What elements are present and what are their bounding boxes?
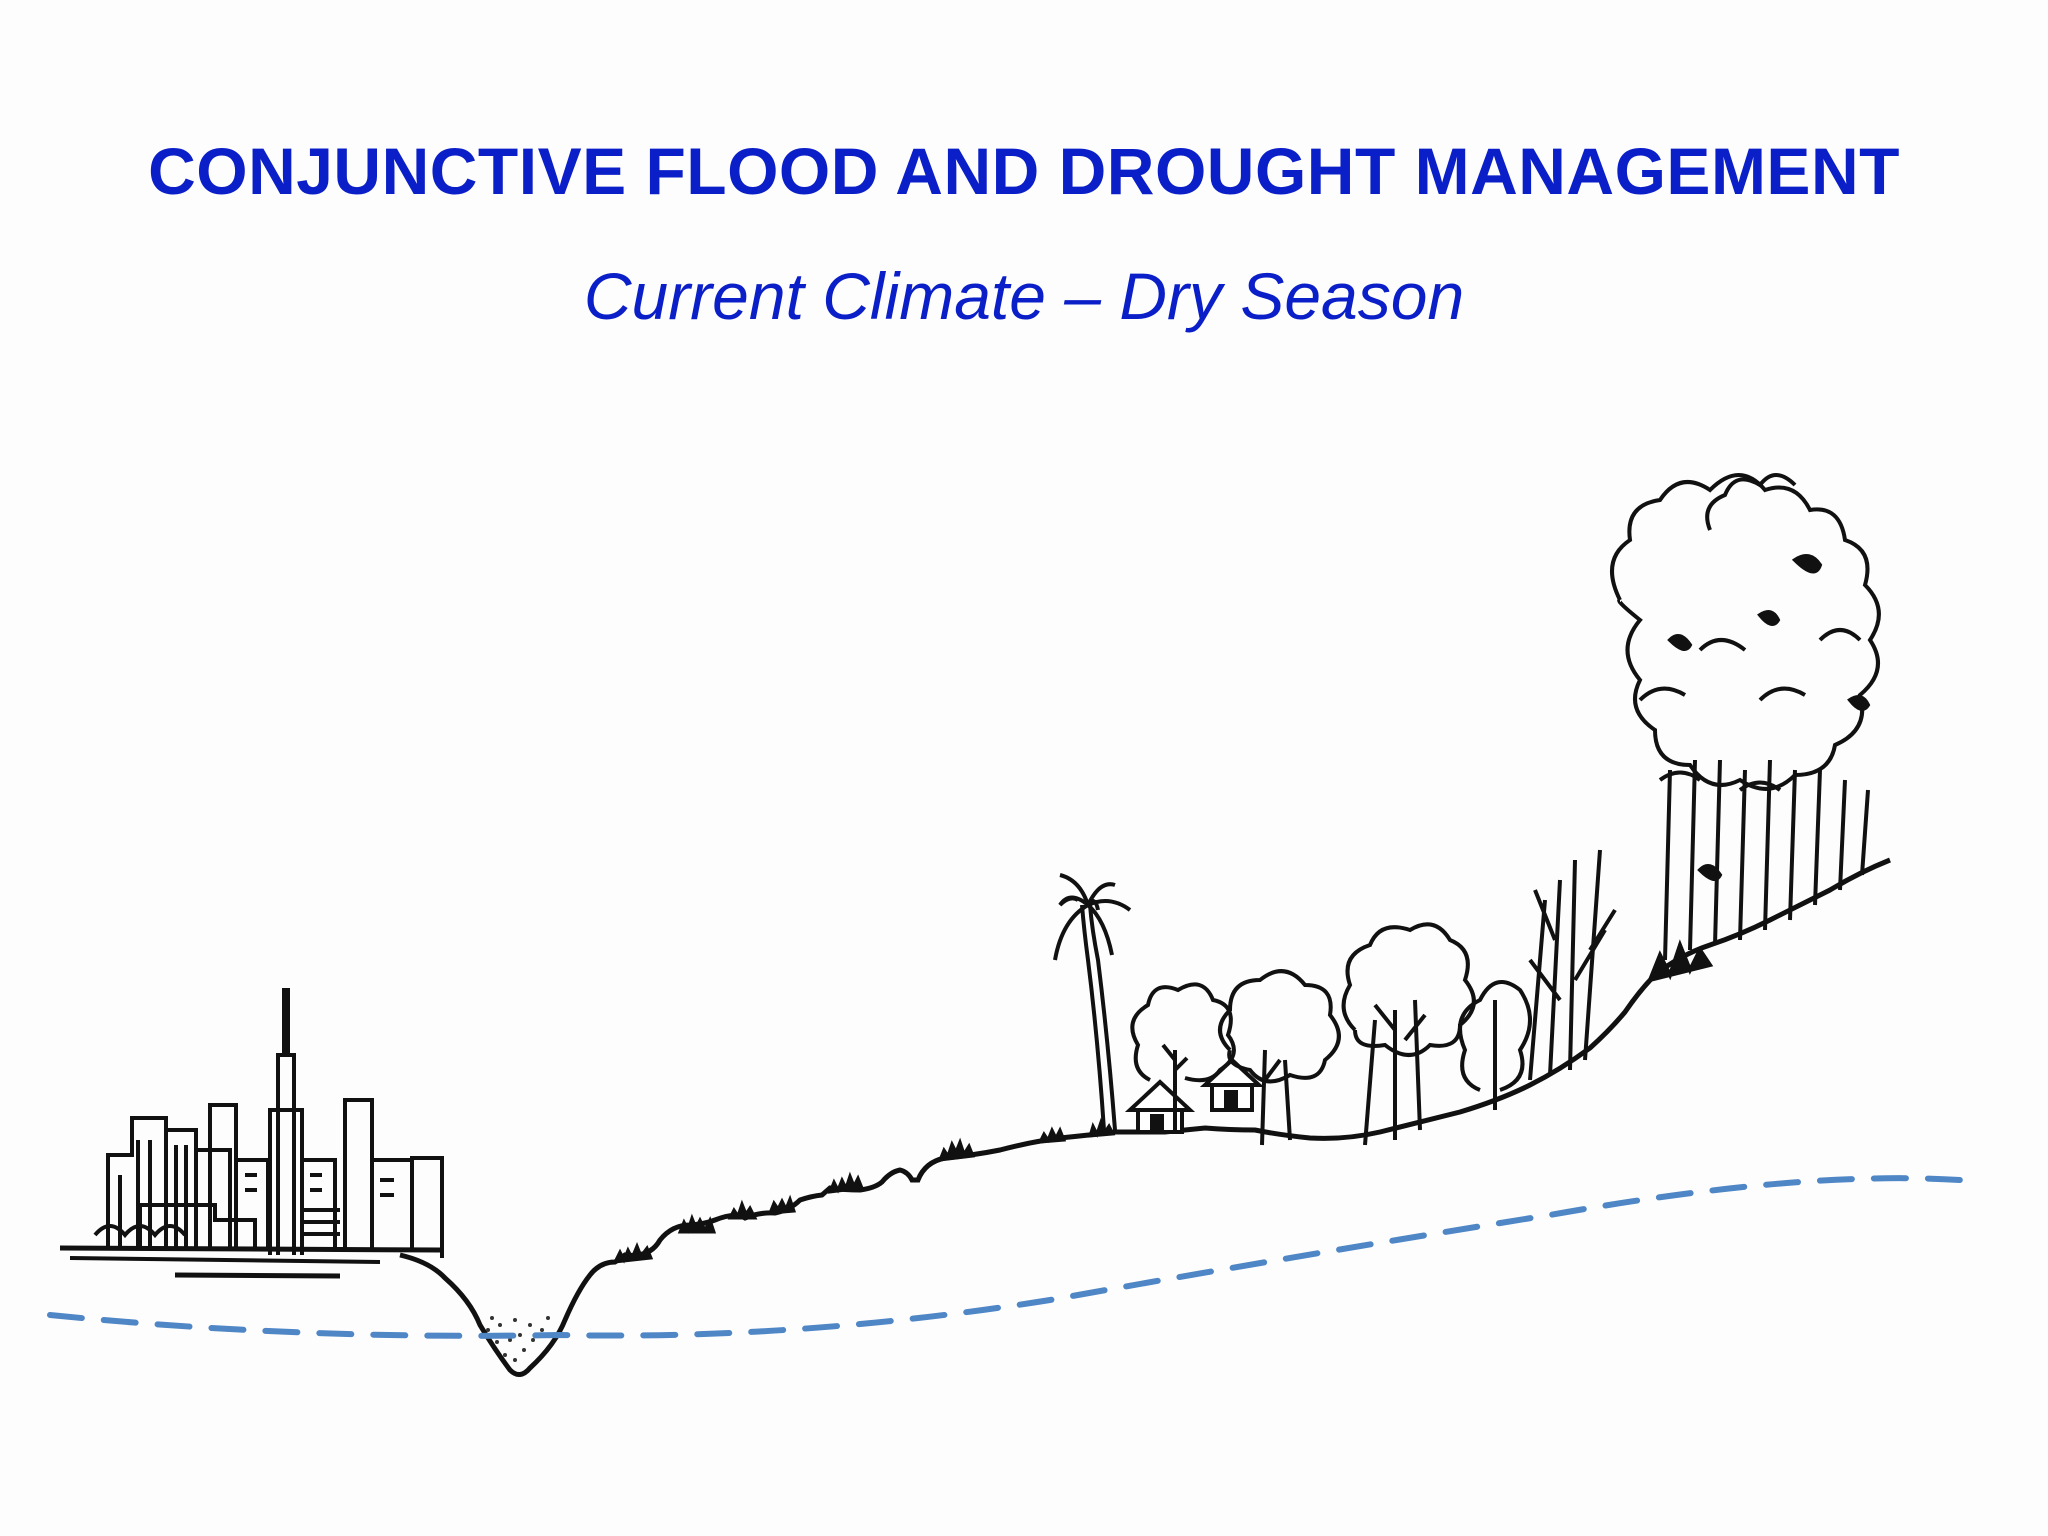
mid-trees [1130,849,1617,1146]
water-table-line [47,1175,1963,1339]
palm-tree [1053,873,1132,1131]
ground-profile [399,857,1891,1377]
slide-title: CONJUNCTIVE FLOOD AND DROUGHT MANAGEMENT [148,134,1900,208]
city-skyline [59,988,444,1279]
village-huts [1124,1057,1265,1134]
forest [1610,473,1881,983]
slide-subtitle: Current Climate – Dry Season [583,259,1465,333]
